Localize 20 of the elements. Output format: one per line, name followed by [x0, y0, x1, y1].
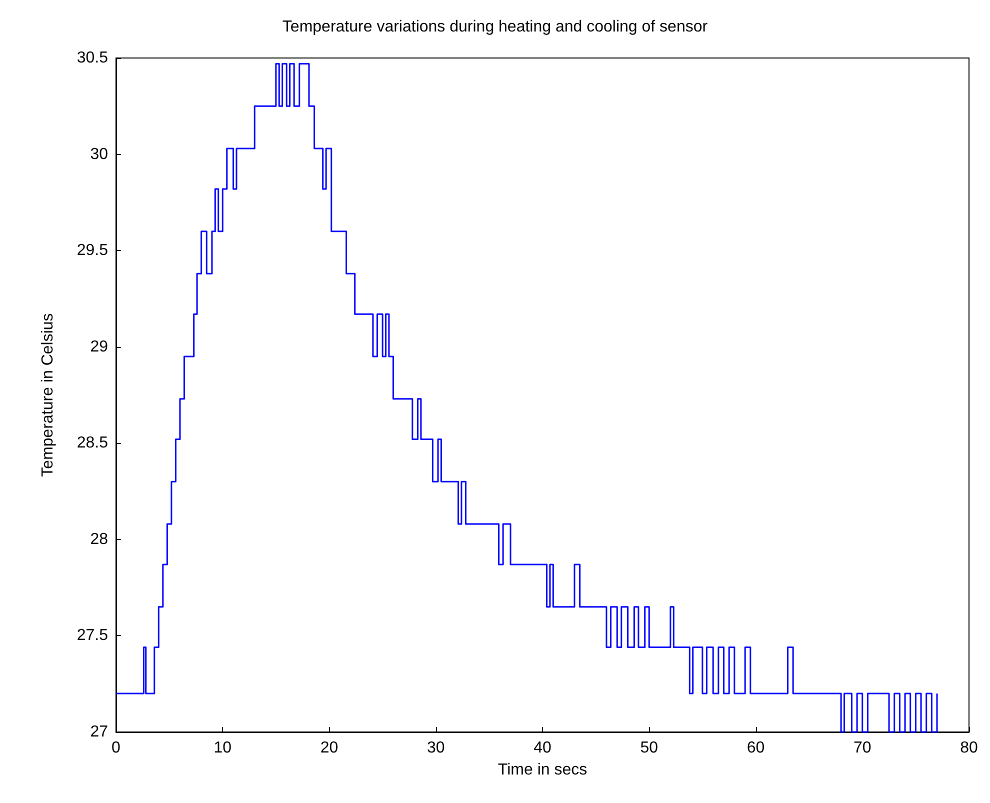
x-tick-label: 60 [746, 740, 765, 756]
x-tick-label: 70 [853, 740, 872, 756]
y-tick-label: 27 [90, 724, 108, 740]
x-tick-label: 40 [534, 740, 552, 756]
x-tick-label: 10 [214, 740, 232, 756]
y-tick-label: 28 [90, 530, 108, 548]
y-axis-title: Temperature in Celsius [40, 313, 56, 477]
x-tick-label: 50 [640, 740, 658, 756]
chart-title: Temperature variations during heating and cooling of sensor [282, 18, 708, 36]
x-axis-title: Time in secs [498, 762, 588, 778]
x-tick-label: 80 [960, 740, 978, 756]
x-tick-label: 0 [112, 740, 121, 756]
y-tick-label: 28.5 [76, 434, 108, 452]
x-tick-label: 20 [320, 740, 338, 756]
y-tick-label: 29.5 [76, 242, 108, 260]
y-tick-label: 27.5 [76, 627, 108, 644]
y-tick-label: 30.5 [76, 50, 108, 66]
y-tick-label: 30 [90, 146, 108, 163]
x-tick-label: 30 [426, 740, 445, 756]
y-tick-label: 29 [90, 338, 108, 356]
